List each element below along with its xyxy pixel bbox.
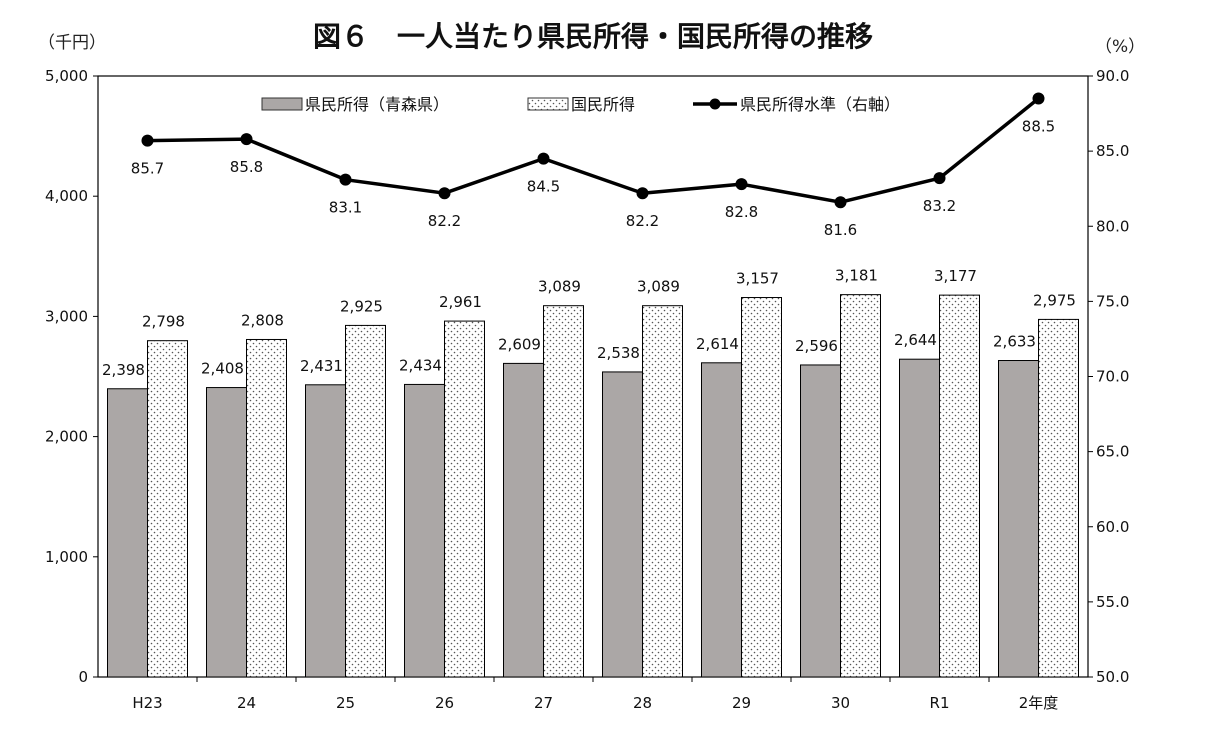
level-point xyxy=(735,178,748,191)
data-label-prefecture: 2,398 xyxy=(102,361,145,379)
legend-label-national: 国民所得 xyxy=(571,95,635,114)
data-label-prefecture: 2,408 xyxy=(201,360,244,378)
bar-prefecture xyxy=(899,358,940,678)
bar-prefecture xyxy=(701,362,742,678)
data-label-prefecture: 2,434 xyxy=(399,356,442,374)
data-label-level: 82.2 xyxy=(626,212,659,230)
chart-title: 図６ 一人当たり県民所得・国民所得の推移 xyxy=(313,20,873,53)
legend-swatch-national xyxy=(527,97,569,111)
bar-national xyxy=(939,294,980,678)
level-point xyxy=(438,187,451,200)
right-axis-tick-label: 70.0 xyxy=(1096,368,1129,386)
right-axis-tick-label: 55.0 xyxy=(1096,593,1129,611)
x-axis-tick-label: 2年度 xyxy=(1019,694,1059,712)
legend: 県民所得（青森県） 国民所得 県民所得水準（右軸） xyxy=(261,95,900,114)
x-axis-tick-label: 25 xyxy=(336,694,355,712)
data-label-level: 88.5 xyxy=(1022,118,1055,136)
left-axis-unit: （千円） xyxy=(38,33,106,53)
x-axis-tick-label: 24 xyxy=(237,694,256,712)
level-point xyxy=(339,173,352,186)
bar-national xyxy=(246,338,287,678)
data-label-level: 83.2 xyxy=(923,197,956,215)
bar-national xyxy=(642,305,683,678)
left-axis-tick-label: 3,000 xyxy=(45,307,88,325)
bar-prefecture xyxy=(206,387,247,678)
data-label-national: 2,808 xyxy=(241,311,284,329)
data-label-national: 2,975 xyxy=(1033,291,1076,309)
bar-prefecture xyxy=(503,362,544,678)
level-point xyxy=(141,134,154,147)
level-point xyxy=(1032,92,1045,105)
bar-national xyxy=(840,294,881,678)
right-axis-tick-label: 65.0 xyxy=(1096,443,1129,461)
data-label-national: 2,925 xyxy=(340,297,383,315)
bar-prefecture xyxy=(404,383,445,678)
x-axis-tick-label: H23 xyxy=(132,694,162,712)
level-point xyxy=(240,133,253,146)
x-axis-tick-label: 29 xyxy=(732,694,751,712)
right-axis-tick-label: 75.0 xyxy=(1096,292,1129,310)
bar-national xyxy=(444,320,485,678)
x-axis-tick-label: 28 xyxy=(633,694,652,712)
bar-national xyxy=(1038,318,1079,678)
x-axis-tick-label: R1 xyxy=(930,694,950,712)
data-label-national: 2,798 xyxy=(142,313,185,331)
right-axis-tick-label: 85.0 xyxy=(1096,142,1129,160)
level-point xyxy=(636,187,649,200)
data-label-prefecture: 2,644 xyxy=(894,331,937,349)
left-axis-tick-label: 4,000 xyxy=(45,187,88,205)
data-label-level: 81.6 xyxy=(824,221,857,239)
bar-national xyxy=(741,297,782,678)
level-line xyxy=(147,97,1040,204)
data-label-national: 3,089 xyxy=(538,278,581,296)
data-label-prefecture: 2,596 xyxy=(795,337,838,355)
level-point xyxy=(537,152,550,165)
bar-national xyxy=(345,324,386,678)
data-label-prefecture: 2,633 xyxy=(993,333,1036,351)
data-label-level: 85.7 xyxy=(131,160,164,178)
data-label-national: 3,089 xyxy=(637,278,680,296)
data-label-prefecture: 2,538 xyxy=(597,344,640,362)
bar-prefecture xyxy=(305,384,346,678)
left-axis-tick-label: 5,000 xyxy=(45,67,88,85)
data-label-level: 82.2 xyxy=(428,212,461,230)
legend-label-level: 県民所得水準（右軸） xyxy=(740,95,900,114)
x-axis-tick-label: 26 xyxy=(435,694,454,712)
data-label-prefecture: 2,614 xyxy=(696,335,739,353)
data-label-national: 3,181 xyxy=(835,267,878,285)
bar-prefecture xyxy=(800,364,841,678)
level-point xyxy=(933,172,946,185)
data-label-level: 82.8 xyxy=(725,203,758,221)
data-label-prefecture: 2,431 xyxy=(300,357,343,375)
data-label-national: 2,961 xyxy=(439,293,482,311)
legend-label-prefecture: 県民所得（青森県） xyxy=(305,95,449,114)
data-label-national: 3,157 xyxy=(736,270,779,288)
left-axis-tick-label: 0 xyxy=(78,668,88,686)
legend-marker-level xyxy=(709,98,721,110)
x-axis-tick-label: 27 xyxy=(534,694,553,712)
data-label-level: 84.5 xyxy=(527,178,560,196)
legend-swatch-prefecture xyxy=(261,97,303,111)
right-axis-tick-label: 90.0 xyxy=(1096,67,1129,85)
bar-prefecture xyxy=(998,360,1039,678)
data-label-prefecture: 2,609 xyxy=(498,335,541,353)
data-label-level: 85.8 xyxy=(230,158,263,176)
data-label-national: 3,177 xyxy=(934,267,977,285)
right-axis-unit: （%） xyxy=(1095,37,1145,57)
right-axis-tick-label: 60.0 xyxy=(1096,518,1129,536)
left-axis-tick-label: 1,000 xyxy=(45,548,88,566)
bar-national xyxy=(543,305,584,678)
bar-national xyxy=(147,340,188,678)
right-axis-tick-label: 50.0 xyxy=(1096,668,1129,686)
bar-prefecture xyxy=(602,371,643,678)
left-axis-tick-label: 2,000 xyxy=(45,428,88,446)
bar-prefecture xyxy=(107,388,148,678)
right-axis-tick-label: 80.0 xyxy=(1096,217,1129,235)
level-point xyxy=(834,196,847,209)
data-label-level: 83.1 xyxy=(329,199,362,217)
x-axis-tick-label: 30 xyxy=(831,694,850,712)
